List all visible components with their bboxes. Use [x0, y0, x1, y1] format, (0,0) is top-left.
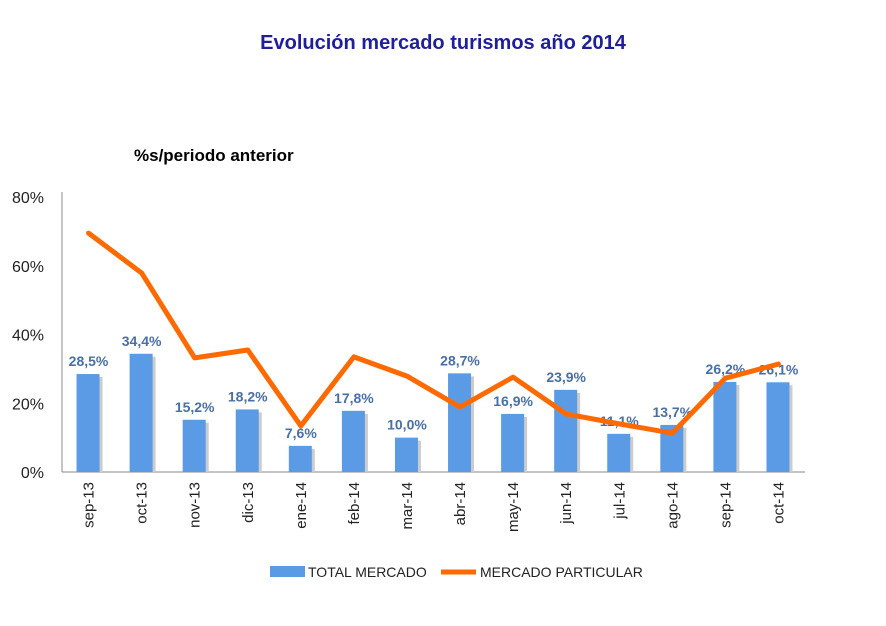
x-tick-label: nov-13	[187, 482, 204, 528]
bar	[394, 437, 418, 472]
x-tick-label: mar-14	[399, 482, 416, 530]
bar	[129, 353, 153, 472]
data-label: 28,5%	[69, 353, 109, 369]
y-tick-label: 80%	[12, 190, 44, 207]
bar	[76, 374, 100, 472]
y-tick-label: 20%	[12, 396, 44, 413]
bar	[448, 373, 472, 472]
y-tick-label: 40%	[12, 328, 44, 345]
bar	[341, 410, 365, 472]
bar	[713, 381, 737, 472]
data-label: 13,7%	[652, 404, 692, 420]
x-tick-label: jul-14	[611, 482, 628, 520]
x-tick-label: ene-14	[293, 482, 310, 529]
chart-title: Evolución mercado turismos año 2014	[260, 32, 626, 54]
x-tick-label: feb-14	[346, 482, 363, 525]
legend-bar-swatch	[270, 566, 305, 577]
bar	[501, 413, 525, 472]
bar	[182, 419, 206, 472]
bar	[288, 445, 312, 472]
x-tick-label: oct-13	[134, 482, 151, 524]
bar	[554, 389, 578, 472]
data-label: 17,8%	[334, 390, 374, 406]
chart-subtitle: %s/periodo anterior	[134, 146, 294, 165]
legend-label: MERCADO PARTICULAR	[480, 564, 643, 580]
data-label: 7,6%	[285, 425, 317, 441]
x-tick-label: sep-13	[81, 482, 98, 528]
bar	[660, 424, 684, 472]
bar	[607, 433, 631, 472]
x-tick-label: ago-14	[664, 482, 681, 529]
y-tick-label: 60%	[12, 259, 44, 276]
x-tick-label: abr-14	[452, 482, 469, 525]
line-series	[86, 230, 781, 436]
y-tick-label: 0%	[21, 465, 44, 482]
x-tick-label: oct-14	[770, 482, 787, 524]
bar	[766, 382, 790, 472]
x-tick-label: jun-14	[558, 482, 575, 525]
data-label: 15,2%	[175, 399, 215, 415]
data-label: 10,0%	[387, 417, 427, 433]
legend-label: TOTAL MERCADO	[308, 564, 427, 580]
x-tick-label: may-14	[505, 482, 522, 532]
data-label: 28,7%	[440, 352, 480, 368]
data-label: 16,9%	[493, 393, 533, 409]
bar	[235, 409, 259, 472]
data-label: 23,9%	[546, 369, 586, 385]
x-tick-label: sep-14	[717, 482, 734, 528]
data-label: 18,2%	[228, 388, 268, 404]
x-tick-label: dic-13	[240, 482, 257, 523]
data-label: 34,4%	[122, 333, 162, 349]
